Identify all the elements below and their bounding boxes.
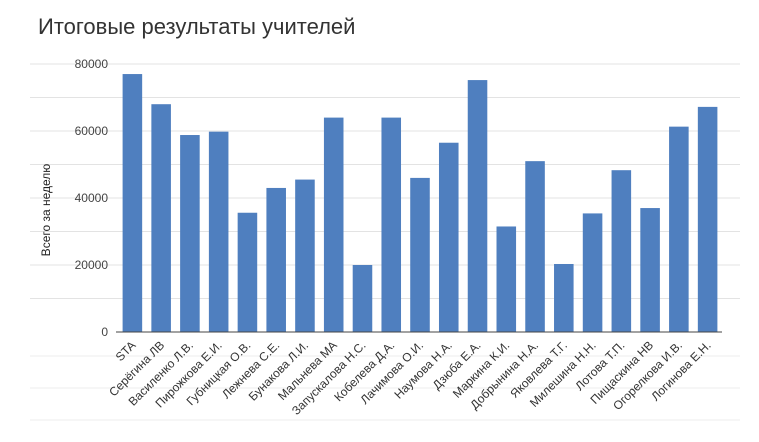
chart-title: Итоговые результаты учителей	[38, 14, 356, 39]
bar	[525, 161, 545, 332]
bar	[467, 80, 488, 332]
bar	[151, 104, 171, 332]
bar	[669, 126, 689, 333]
bar	[122, 74, 143, 333]
y-tick-label: 0	[101, 325, 108, 339]
y-tick-label: 20000	[75, 258, 109, 272]
bar	[438, 142, 459, 332]
bar	[180, 135, 200, 332]
y-tick-label: 40000	[75, 191, 109, 205]
bar	[611, 170, 632, 332]
bar	[496, 226, 517, 332]
y-tick-labels: 0 20000 40000 60000 80000	[75, 57, 109, 339]
y-tick-label: 60000	[75, 124, 109, 138]
bar	[237, 212, 258, 332]
bar	[323, 117, 344, 332]
y-axis-title: Всего за неделю	[39, 164, 53, 257]
bar	[352, 265, 373, 332]
bar	[410, 177, 430, 332]
bar	[697, 106, 718, 332]
bar	[582, 213, 603, 332]
bar	[295, 179, 315, 332]
y-tick-label: 80000	[75, 57, 109, 71]
bars	[122, 74, 718, 333]
bar	[554, 263, 574, 332]
bar	[266, 187, 286, 332]
bar	[208, 131, 229, 332]
bar	[640, 208, 660, 332]
bar	[381, 117, 402, 332]
